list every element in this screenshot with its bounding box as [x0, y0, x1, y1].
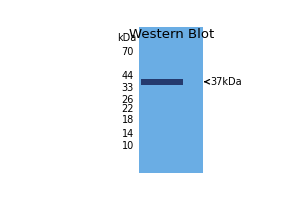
Text: 22: 22 [122, 104, 134, 114]
Text: 33: 33 [122, 83, 134, 93]
Bar [141, 79, 183, 85]
Text: 26: 26 [122, 95, 134, 105]
Text: 14: 14 [122, 129, 134, 139]
Text: 70: 70 [122, 47, 134, 57]
Bar [139, 27, 202, 173]
Text: Western Blot: Western Blot [129, 28, 214, 41]
Text: kDa: kDa [117, 33, 136, 43]
Text: 10: 10 [122, 141, 134, 151]
Text: 37kDa: 37kDa [211, 77, 242, 87]
Text: 18: 18 [122, 115, 134, 125]
Text: 44: 44 [122, 71, 134, 81]
